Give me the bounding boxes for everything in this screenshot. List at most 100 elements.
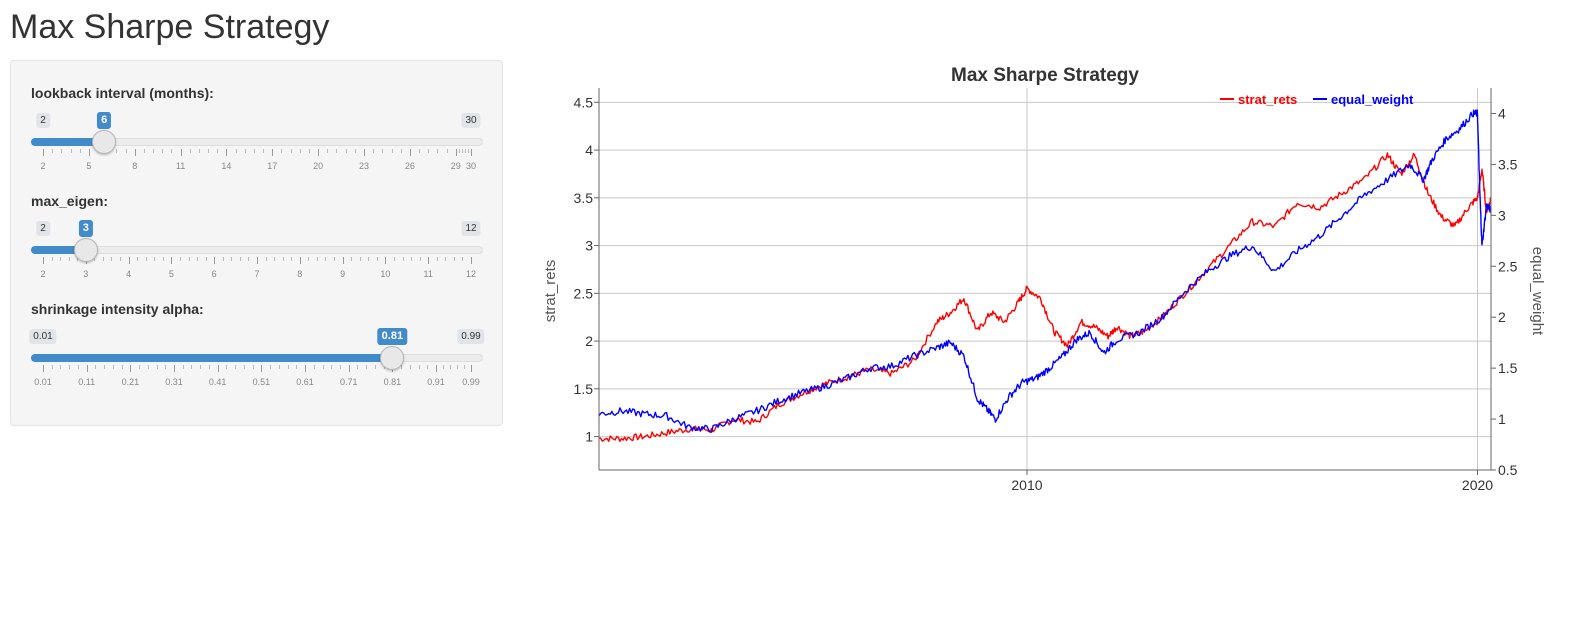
slider-minor-tick xyxy=(334,257,336,261)
slider-minor-tick xyxy=(339,365,341,369)
slider-tick-label: 14 xyxy=(221,161,232,171)
y2-tick-label: 1.5 xyxy=(1498,360,1518,376)
slider-tick-label: 0.01 xyxy=(34,377,52,387)
slider-minor-tick xyxy=(222,257,224,261)
slider-minor-tick xyxy=(457,365,459,369)
slider-minor-tick xyxy=(102,257,104,261)
slider-label: shrinkage intensity alpha: xyxy=(31,301,204,317)
slider-minor-tick xyxy=(171,149,173,153)
slider-track[interactable] xyxy=(31,246,483,254)
slider-minor-tick xyxy=(162,149,164,153)
slider-fill xyxy=(31,138,105,146)
slider-tick-label: 12 xyxy=(465,269,477,279)
slider-tick-label: 5 xyxy=(86,161,92,171)
slider-minor-tick xyxy=(281,149,283,153)
slider-minor-tick xyxy=(308,149,310,153)
slider-tick xyxy=(86,365,88,372)
slider-minor-tick xyxy=(60,257,62,261)
slider-minor-tick xyxy=(244,149,246,153)
slider-tick-label: 30 xyxy=(465,161,477,171)
slider-value-badge: 3 xyxy=(78,220,93,237)
slider-minor-tick xyxy=(368,257,370,261)
y-tick-label: 4 xyxy=(585,142,593,158)
slider-min-badge: 0.01 xyxy=(29,329,57,344)
slider-minor-tick xyxy=(354,149,356,153)
slider-minor-tick xyxy=(296,365,298,369)
slider-minor-tick xyxy=(69,365,71,369)
x-tick-label: 2010 xyxy=(1011,477,1042,493)
slider-minor-tick xyxy=(165,365,167,369)
slider-minor-tick xyxy=(376,257,378,261)
slider-minor-tick xyxy=(402,257,404,261)
y-tick-label: 1.5 xyxy=(574,381,594,397)
legend-label-equal-weight: equal_weight xyxy=(1331,92,1414,107)
slider-handle[interactable] xyxy=(380,346,405,370)
slider-minor-tick xyxy=(400,149,402,153)
slider-tick-label: 0.99 xyxy=(462,377,480,387)
slider-minor-tick xyxy=(263,149,265,153)
slider-tick xyxy=(261,365,263,372)
slider-minor-tick xyxy=(401,365,403,369)
slider-minor-tick xyxy=(373,149,375,153)
slider-minor-tick xyxy=(200,365,202,369)
slider-minor-tick xyxy=(104,365,106,369)
slider-minor-tick xyxy=(77,365,79,369)
slider-tick xyxy=(257,257,258,264)
slider-minor-tick xyxy=(226,365,228,369)
legend: strat_rets equal_weight xyxy=(1220,92,1414,107)
slider-tick-label: 2 xyxy=(40,161,46,171)
slider-tick xyxy=(471,365,472,372)
slider-minor-tick xyxy=(274,257,276,261)
slider-minor-tick xyxy=(217,149,219,153)
slider-minor-tick xyxy=(278,365,280,369)
slider-min-badge: 2 xyxy=(36,221,50,236)
alpha-slider[interactable]: shrinkage intensity alpha: 0.01 0.99 0.81 0… xyxy=(29,301,485,401)
slider-minor-tick xyxy=(427,365,429,369)
slider-minor-tick xyxy=(252,365,254,369)
slider-minor-tick xyxy=(182,365,184,369)
slider-minor-tick xyxy=(95,365,97,369)
slider-minor-tick xyxy=(111,257,113,261)
slider-tick-label: 10 xyxy=(380,269,391,279)
slider-tick xyxy=(348,365,350,372)
slider-minor-tick xyxy=(208,365,210,369)
slider-minor-tick xyxy=(198,149,200,153)
slider-minor-tick xyxy=(243,365,245,369)
slider-tick xyxy=(130,365,132,372)
slider-minor-tick xyxy=(282,257,284,261)
slider-tick-label: 9 xyxy=(340,269,346,279)
slider-value-badge: 6 xyxy=(97,112,112,129)
slider-max-badge: 0.99 xyxy=(457,329,485,344)
slider-minor-tick xyxy=(443,365,445,369)
slider-handle[interactable] xyxy=(92,130,117,154)
slider-minor-tick xyxy=(428,149,430,153)
slider-minor-tick xyxy=(139,365,141,369)
slider-minor-tick xyxy=(374,365,376,369)
slider-tick xyxy=(171,257,173,264)
slider-minor-tick xyxy=(145,257,147,261)
slider-tick xyxy=(409,149,411,156)
slider-minor-tick xyxy=(462,257,464,261)
max-eigen-slider[interactable]: max_eigen: 2 12 3 2 3 4 5 6 7 8 9 10 11 12 xyxy=(31,193,483,293)
slider-tick xyxy=(180,149,182,156)
slider-minor-tick xyxy=(153,149,155,153)
slider-minor-tick xyxy=(411,257,413,261)
slider-tick-label: 0.21 xyxy=(121,377,140,387)
slider-minor-tick xyxy=(393,257,395,261)
slider-minor-tick xyxy=(270,365,272,369)
slider-minor-tick xyxy=(189,149,191,153)
slider-tick xyxy=(214,257,216,264)
slider-tick-label: 0.91 xyxy=(427,377,445,387)
slider-fill xyxy=(31,246,86,254)
line-chart: Max Sharpe Strategy strat_rets equal_wei… xyxy=(542,65,1546,493)
slider-tick xyxy=(342,257,344,264)
slider-minor-tick xyxy=(437,149,439,153)
y-tick-label: 2 xyxy=(585,333,593,349)
slider-minor-tick xyxy=(345,149,347,153)
slider-handle[interactable] xyxy=(73,238,98,262)
slider-tick xyxy=(272,149,274,156)
lookback-slider[interactable]: lookback interval (months): 2 30 6 2 5 8 11 14 1… xyxy=(31,85,483,185)
slider-minor-tick xyxy=(248,257,250,261)
slider-minor-tick xyxy=(235,365,237,369)
slider-minor-tick xyxy=(446,149,448,153)
